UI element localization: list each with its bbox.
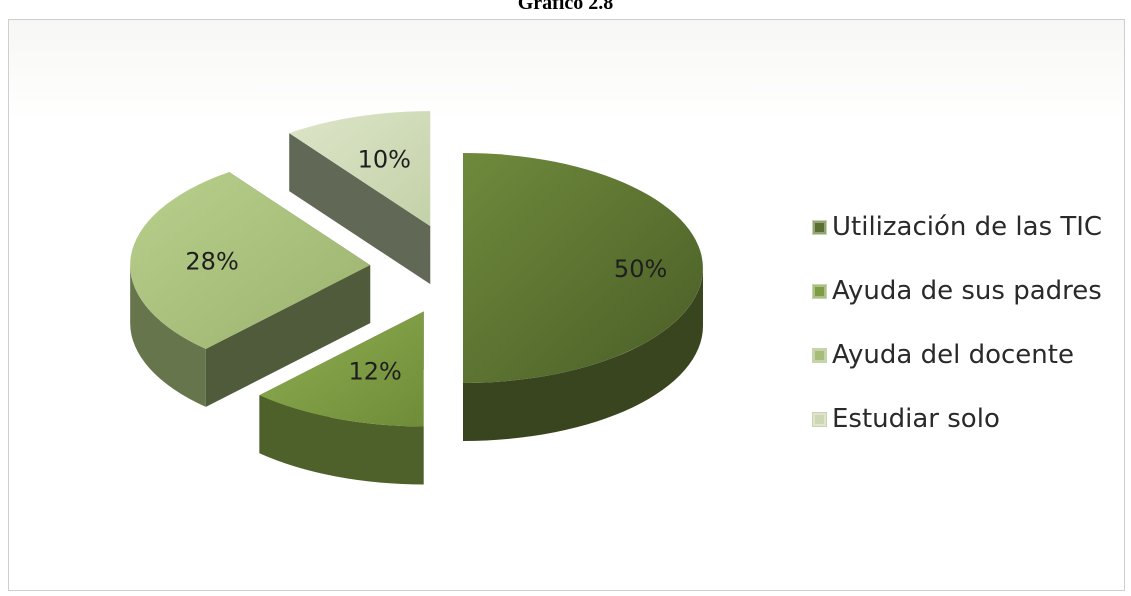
pie-slice-4 <box>289 111 431 285</box>
legend-swatch <box>812 219 827 235</box>
legend-label: Ayuda de sus padres <box>832 276 1102 306</box>
pie-slice-top <box>289 111 431 227</box>
pie-slice-top <box>130 172 371 349</box>
legend-item: Utilización de las TIC <box>812 195 1102 259</box>
pie-slice-1 <box>463 153 703 441</box>
pie-slice-top <box>463 153 703 383</box>
legend-item: Estudiar solo <box>812 387 1102 451</box>
chart-title: Gráfico 2.8 <box>517 0 614 14</box>
legend-swatch <box>812 411 827 427</box>
slice-value-label: 12% <box>348 357 401 385</box>
legend-label: Estudiar solo <box>832 404 1000 434</box>
slice-value-label: 28% <box>185 247 238 275</box>
legend-label: Ayuda del docente <box>832 340 1074 370</box>
legend-label: Utilización de las TIC <box>832 212 1103 242</box>
pie-slice-wall <box>289 133 431 285</box>
legend-swatch <box>812 283 827 299</box>
legend-swatch <box>812 347 827 363</box>
slice-value-label: 10% <box>358 145 411 173</box>
pie-slice-side <box>130 265 206 407</box>
legend-item: Ayuda del docente <box>812 323 1102 387</box>
legend-item: Ayuda de sus padres <box>812 259 1102 323</box>
pie-slice-2 <box>259 311 424 485</box>
pie-slice-side <box>259 395 424 485</box>
pie-slice-top <box>259 311 424 427</box>
pie-slice-wall <box>205 265 371 407</box>
pie-slice-side <box>463 268 703 441</box>
pie-slice-3 <box>130 172 371 407</box>
chart-legend: Utilización de las TIC Ayuda de sus padre… <box>812 195 1102 451</box>
slice-value-label: 50% <box>614 255 667 283</box>
